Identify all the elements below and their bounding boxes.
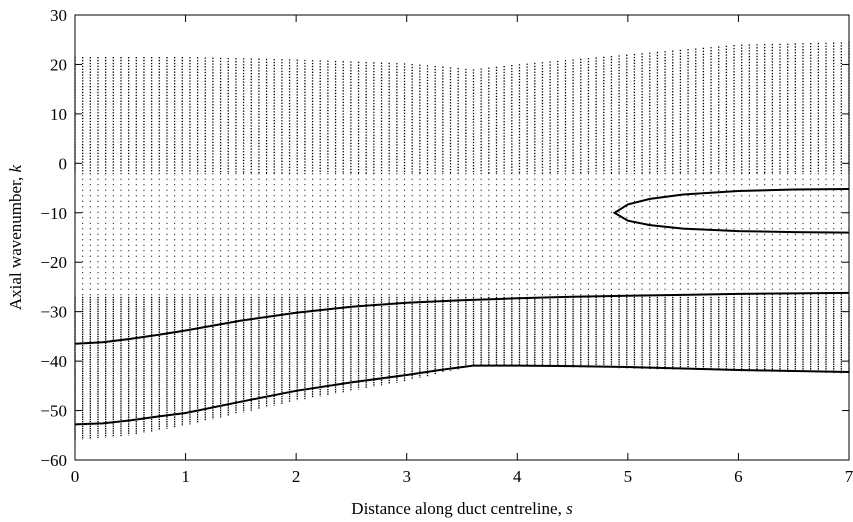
plot-frame — [74, 14, 850, 461]
y-tick-label: 30 — [50, 6, 67, 25]
y-tick-label: −20 — [40, 253, 67, 272]
y-tick-label: 0 — [59, 154, 68, 173]
y-tick-label: −50 — [40, 402, 67, 421]
solid-curve-2 — [74, 364, 850, 426]
x-tick-label: 1 — [181, 467, 190, 486]
solid-curve-1 — [74, 291, 850, 345]
x-axis-label: Distance along duct centreline, s — [351, 499, 573, 518]
x-tick-label: 6 — [734, 467, 743, 486]
y-tick-label: −30 — [40, 303, 67, 322]
x-axis-label-var: s — [566, 499, 573, 518]
y-axis-label-var: k — [6, 164, 25, 172]
x-axis-label-text: Distance along duct centreline, — [351, 499, 566, 518]
x-tick-label: 7 — [845, 467, 853, 486]
x-tick-label: 0 — [71, 467, 80, 486]
dot-columns — [74, 42, 850, 441]
x-tick-label: 5 — [624, 467, 633, 486]
y-tick-label: 10 — [50, 105, 67, 124]
x-tick-label: 3 — [402, 467, 411, 486]
axis-ticks: 0 1 2 3 4 5 6 7 −60 −50 −40 −30 −20 −10 0 10 20 30 — [40, 6, 853, 486]
y-tick-label: 20 — [50, 55, 67, 74]
x-tick-label: 4 — [513, 467, 522, 486]
solid-curves — [74, 188, 850, 426]
y-axis-label-text: Axial wavenumber, — [6, 172, 25, 310]
solid-curve-3 — [612, 188, 850, 234]
y-tick-label: −40 — [40, 352, 67, 371]
y-tick-label: −10 — [40, 204, 67, 223]
y-tick-label: −60 — [40, 451, 67, 470]
y-axis-label: Axial wavenumber, k — [6, 164, 25, 310]
x-tick-label: 2 — [292, 467, 301, 486]
